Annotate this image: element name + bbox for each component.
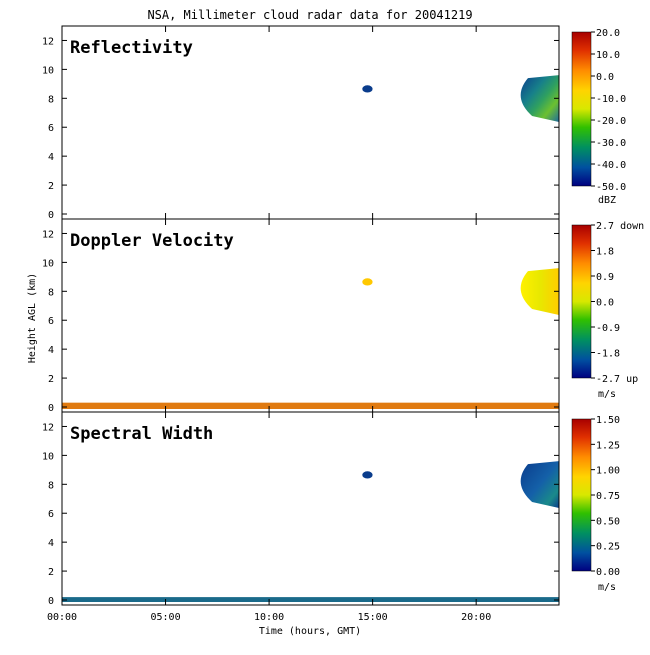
x-tick-label: 05:00 — [150, 612, 180, 623]
y-tick-label: 4 — [48, 538, 54, 549]
colorbar-label: -30.0 — [596, 138, 626, 149]
data-layer — [62, 461, 559, 602]
colorbar-labels: 2.7 down 1.8 0.9 0.0 -0.9 -1.8 -2.7 up — [591, 221, 644, 385]
cloud-echo — [520, 75, 559, 122]
colorbar-unit: dBZ — [598, 195, 616, 206]
colorbar — [571, 418, 592, 572]
colorbar — [571, 31, 592, 187]
data-layer — [62, 268, 559, 409]
data-layer — [362, 75, 559, 122]
colorbar-label: 0.25 — [596, 542, 620, 553]
x-ticks — [61, 219, 477, 412]
y-tick-label: 12 — [42, 422, 54, 433]
panel-title: Doppler Velocity — [70, 231, 234, 251]
x-ticks — [61, 26, 477, 219]
y-tick-label: 8 — [48, 480, 54, 491]
y-tick-label: 6 — [48, 123, 54, 134]
colorbar-label: 1.25 — [596, 440, 620, 451]
colorbar-label: -0.9 — [596, 323, 620, 334]
y-tick-label: 2 — [48, 567, 54, 578]
y-ticks: 0 2 4 6 8 10 12 — [42, 229, 559, 414]
y-tick-label: 6 — [48, 316, 54, 327]
panel-doppler-velocity: 0 2 4 6 8 10 12 Doppler Velocity 2.7 down 1.8 0.… — [42, 218, 644, 414]
y-tick-label: 10 — [42, 451, 54, 462]
y-ticks: 0 2 4 6 8 10 12 — [42, 422, 559, 607]
y-ticks: 0 2 4 6 8 10 12 — [42, 36, 559, 221]
x-tick-label: 00:00 — [47, 612, 77, 623]
ground-clutter-band — [62, 597, 559, 602]
y-tick-label: 10 — [42, 65, 54, 76]
colorbar-label: 0.9 — [596, 272, 614, 283]
y-tick-label: 8 — [48, 94, 54, 105]
x-ticks: 00:00 05:00 10:00 15:00 20:00 — [47, 412, 491, 623]
colorbar-label: 2.7 down — [596, 221, 644, 232]
y-tick-label: 6 — [48, 509, 54, 520]
ground-clutter-band — [62, 402, 559, 409]
colorbar-label: -20.0 — [596, 116, 626, 127]
panel-spectral-width: 0 2 4 6 8 10 12 00:00 05:00 10:00 15:00 20:00 Spec… — [42, 411, 620, 623]
colorbar-label: -2.7 up — [596, 374, 638, 385]
colorbar — [571, 224, 592, 379]
plot-area — [62, 26, 559, 219]
colorbar-labels: 1.50 1.25 1.00 0.75 0.50 0.25 0.00 — [591, 415, 620, 578]
plot-area — [62, 219, 559, 412]
colorbar-unit: m/s — [598, 389, 616, 400]
echo-patch — [362, 85, 373, 93]
x-tick-label: 10:00 — [254, 612, 284, 623]
figure-title: NSA, Millimeter cloud radar data for 200… — [147, 8, 472, 22]
colorbar-label: 10.0 — [596, 50, 620, 61]
colorbar-label: 0.0 — [596, 298, 614, 309]
y-tick-label: 2 — [48, 374, 54, 385]
panel-title: Spectral Width — [70, 424, 213, 444]
cloud-echo — [520, 268, 559, 315]
y-axis-label: Height AGL (km) — [27, 273, 38, 363]
colorbar-label: 0.50 — [596, 516, 620, 527]
y-tick-label: 0 — [48, 596, 54, 607]
y-tick-label: 0 — [48, 403, 54, 414]
colorbar-labels: 20.0 10.0 0.0 -10.0 -20.0 -30.0 -40.0 -50.0 — [591, 28, 626, 193]
panel-reflectivity: 0 2 4 6 8 10 12 Reflectivity 20.0 10.0 0.0 -10.0 -… — [42, 25, 626, 221]
colorbar-label: 0.75 — [596, 491, 620, 502]
colorbar-label: -1.8 — [596, 349, 620, 360]
colorbar-label: 0.0 — [596, 72, 614, 83]
panel-title: Reflectivity — [70, 38, 193, 58]
colorbar-label: 1.00 — [596, 466, 620, 477]
y-tick-label: 10 — [42, 258, 54, 269]
echo-patch — [362, 471, 373, 479]
y-tick-label: 2 — [48, 181, 54, 192]
colorbar-label: 0.00 — [596, 567, 620, 578]
y-tick-label: 8 — [48, 287, 54, 298]
echo-patch — [362, 278, 373, 286]
plot-frame — [61, 411, 560, 606]
colorbar-label: -50.0 — [596, 182, 626, 193]
plot-area — [62, 412, 559, 605]
colorbar-label: -40.0 — [596, 160, 626, 171]
colorbar-unit: m/s — [598, 582, 616, 593]
y-tick-label: 0 — [48, 210, 54, 221]
x-tick-label: 15:00 — [358, 612, 388, 623]
cloud-echo — [520, 461, 559, 508]
y-tick-label: 4 — [48, 345, 54, 356]
colorbar-label: 20.0 — [596, 28, 620, 39]
y-tick-label: 4 — [48, 152, 54, 163]
x-axis-label: Time (hours, GMT) — [259, 626, 361, 637]
colorbar-label: -10.0 — [596, 94, 626, 105]
x-tick-label: 20:00 — [461, 612, 491, 623]
colorbar-label: 1.50 — [596, 415, 620, 426]
y-tick-label: 12 — [42, 36, 54, 47]
colorbar-label: 1.8 — [596, 247, 614, 258]
y-tick-label: 12 — [42, 229, 54, 240]
